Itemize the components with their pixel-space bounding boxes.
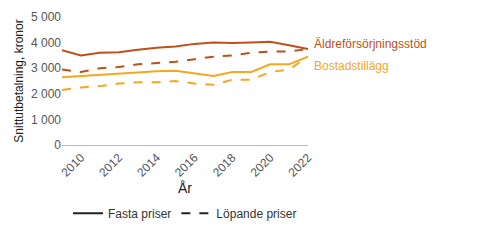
svg-text:2022: 2022	[286, 151, 315, 180]
svg-text:2010: 2010	[59, 151, 88, 180]
svg-text:5 000: 5 000	[31, 10, 61, 24]
svg-text:3 000: 3 000	[31, 61, 61, 75]
svg-text:2012: 2012	[96, 151, 125, 180]
svg-text:Snittutbetalning, kronor: Snittutbetalning, kronor	[12, 19, 26, 142]
svg-text:2 000: 2 000	[31, 87, 61, 101]
svg-text:2016: 2016	[172, 151, 201, 180]
svg-text:2014: 2014	[134, 151, 163, 180]
svg-text:År: År	[178, 180, 192, 196]
svg-text:Löpande priser: Löpande priser	[216, 207, 296, 221]
svg-text:Fasta priser: Fasta priser	[108, 207, 171, 221]
svg-text:4 000: 4 000	[31, 36, 61, 50]
svg-text:0: 0	[54, 138, 61, 152]
svg-text:2020: 2020	[248, 151, 277, 180]
svg-text:1 000: 1 000	[31, 113, 61, 127]
svg-text:2018: 2018	[210, 151, 239, 180]
svg-text:Äldreförsörjningsstöd: Äldreförsörjningsstöd	[314, 37, 427, 51]
svg-text:Bostadstillägg: Bostadstillägg	[314, 59, 389, 73]
